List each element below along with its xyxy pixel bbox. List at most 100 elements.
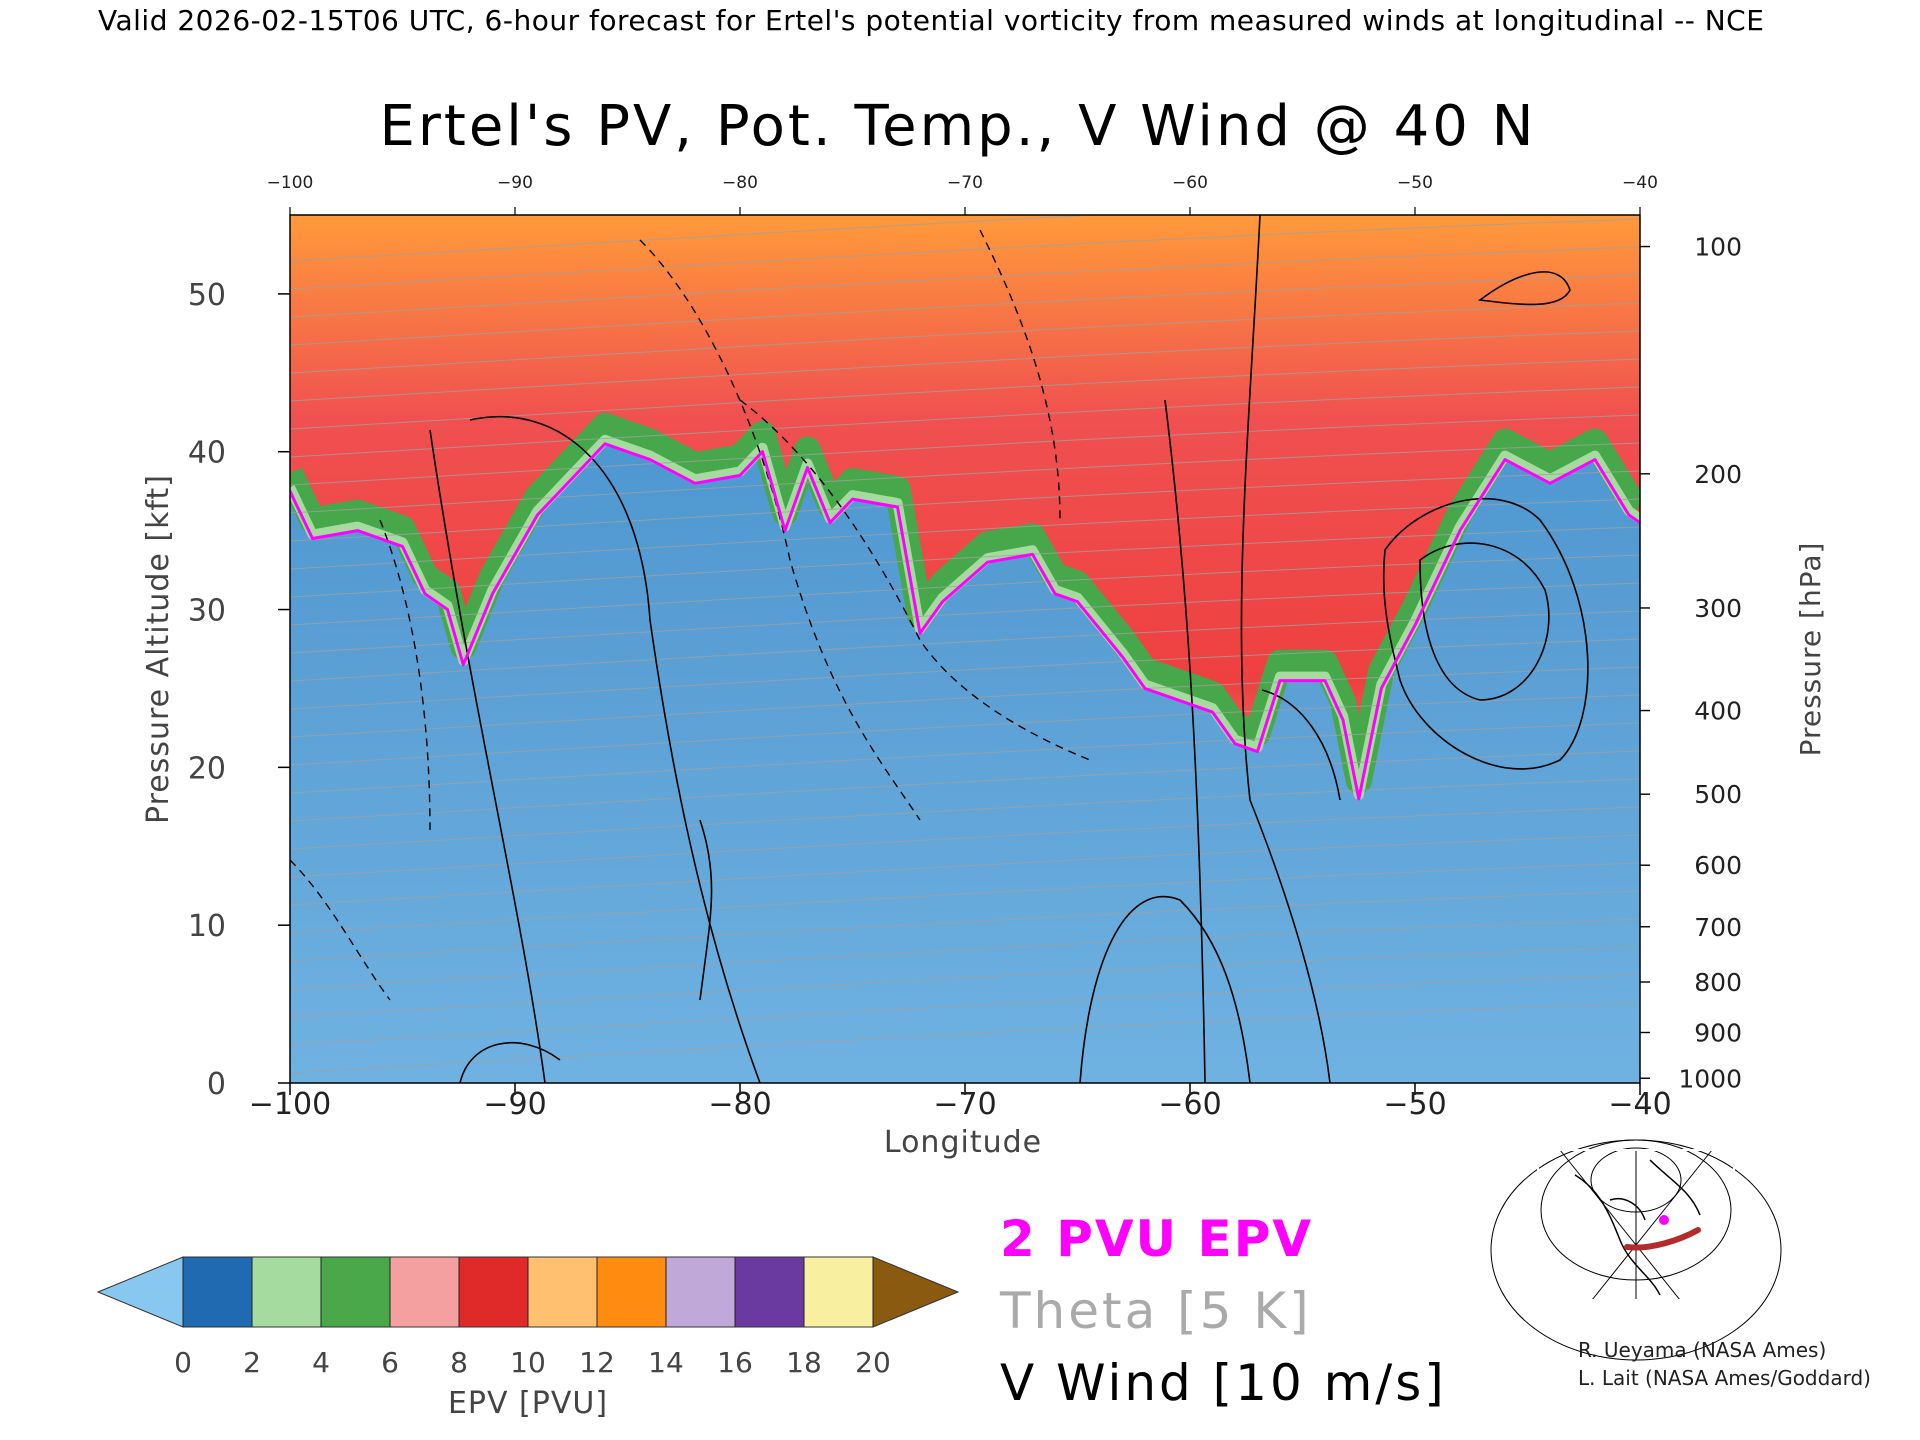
wind-contour-dashed	[290, 859, 391, 1001]
colorbar-tick-label: 16	[717, 1346, 753, 1379]
x-tick-label: −100	[249, 1087, 331, 1122]
theta-contours	[290, 215, 1640, 1074]
y2-tick-label: 600	[1694, 851, 1742, 880]
colorbar-over-arrow	[872, 1256, 960, 1328]
y2-tick-label: 500	[1694, 780, 1742, 809]
wind-contour-dashed	[739, 399, 1091, 761]
theta-contour	[290, 694, 1640, 766]
theta-contour	[290, 386, 1640, 458]
x-tick-label: −70	[933, 1087, 996, 1122]
theta-contour	[290, 498, 1640, 570]
x-top-tick-label: −70	[947, 173, 983, 193]
y-axis-ticks: 0 10 20 30 40 50	[188, 278, 290, 1102]
x-top-tick-label: −100	[267, 173, 314, 193]
wind-contour	[429, 429, 546, 1083]
wind-contour-dashed	[379, 519, 431, 831]
y-tick-label: 0	[207, 1067, 226, 1102]
theta-contour	[290, 218, 1640, 290]
colorbar-tick-label: 18	[786, 1346, 822, 1379]
colorbar-tick-label: 20	[855, 1346, 891, 1379]
x-top-tick-label: −40	[1622, 173, 1658, 193]
colorbar: 0 2 4 6 8 10 12 14 16 18 20 EPV [PVU]	[96, 1256, 960, 1421]
legend-theta: Theta [5 K]	[1000, 1282, 1312, 1340]
wind-contour	[1164, 399, 1206, 1083]
theta-contour	[290, 862, 1640, 934]
wind-contour	[469, 415, 761, 1083]
theta-contour	[290, 778, 1640, 850]
y2-axis-label: Pressure [hPa]	[1794, 542, 1827, 757]
theta-contour	[290, 554, 1640, 626]
x-tick-label: −90	[483, 1087, 546, 1122]
wind-contour	[1419, 542, 1550, 701]
colorbar-dividers	[182, 1257, 874, 1327]
theta-contour	[290, 215, 1106, 262]
inset-map-section-arc	[1624, 1227, 1701, 1251]
inset-map-meridian	[1559, 1149, 1681, 1301]
epv-2pvu-contour	[290, 442, 1640, 801]
y2-tick-label: 400	[1694, 697, 1742, 726]
y-tick-label: 20	[188, 751, 226, 786]
colorbar-tick-label: 14	[648, 1346, 684, 1379]
legend-epv: 2 PVU EPV	[1000, 1210, 1314, 1268]
plot-area	[290, 215, 1640, 1083]
colorbar-tick-label: 10	[510, 1346, 546, 1379]
x-tick-label: −80	[708, 1087, 771, 1122]
colorbar-tick-label: 4	[312, 1346, 330, 1379]
x-top-tick-label: −50	[1397, 173, 1433, 193]
legend-wind: V Wind [10 m/s]	[1000, 1354, 1447, 1412]
colorbar-tick-label: 2	[243, 1346, 261, 1379]
inset-map-coastline	[1574, 1159, 1701, 1296]
x-tick-label: −50	[1383, 1087, 1446, 1122]
x-axis-label: Longitude	[884, 1125, 1042, 1160]
x-top-tick-label: −60	[1172, 173, 1208, 193]
theta-contour	[290, 946, 1640, 1018]
y-tick-label: 10	[188, 909, 226, 944]
wind-contour	[699, 819, 713, 1001]
y2-axis-ticks: 100 200 300 400 500 600 700 800 900 1000	[1640, 233, 1742, 1093]
y2-tick-label: 200	[1694, 460, 1742, 489]
theta-contour	[290, 582, 1640, 654]
y-axis-label: Pressure Altitude [kft]	[141, 474, 176, 824]
theta-contour	[290, 274, 1640, 346]
x-axis-ticks: −100 −100 −90 −90 −80 −80 −70 −70 −60 −60 −50 −50 −4…	[249, 173, 1672, 1122]
wind-contour	[1477, 271, 1571, 306]
colorbar-tick-label: 0	[174, 1346, 192, 1379]
theta-contour	[290, 526, 1640, 598]
y-tick-label: 40	[188, 436, 226, 471]
y2-tick-label: 1000	[1678, 1064, 1742, 1093]
theta-contour	[290, 666, 1640, 738]
colorbar-tick-labels: 0 2 4 6 8 10 12 14 16 18 20	[174, 1346, 891, 1379]
theta-contour	[290, 330, 1640, 402]
theta-contour	[290, 246, 1640, 318]
theta-contour	[290, 722, 1640, 794]
wind-contour-dashed	[979, 229, 1061, 521]
credit-line: R. Ueyama (NASA Ames)	[1578, 1338, 1827, 1362]
theta-contour	[290, 414, 1640, 486]
colorbar-label: EPV [PVU]	[448, 1386, 608, 1421]
theta-contour	[290, 442, 1640, 514]
colorbar-tick-label: 12	[579, 1346, 615, 1379]
wind-contour	[459, 1041, 561, 1083]
y2-tick-label: 100	[1694, 233, 1742, 262]
x-tick-label: −40	[1608, 1087, 1671, 1122]
theta-contour	[290, 750, 1640, 822]
y2-tick-label: 700	[1694, 913, 1742, 942]
theta-contour	[290, 890, 1640, 962]
theta-contour	[290, 974, 1640, 1046]
inset-map-meridian	[1591, 1149, 1713, 1301]
inset-map-marker	[1659, 1215, 1669, 1225]
wind-contour-dashed	[639, 239, 921, 821]
location-inset-map	[1490, 1139, 1782, 1361]
theta-contour	[290, 806, 1640, 878]
theta-contour	[290, 302, 1640, 374]
wind-contour	[1240, 215, 1331, 1083]
theta-contour	[290, 358, 1640, 430]
colorbar-tick-label: 8	[450, 1346, 468, 1379]
forecast-header: Valid 2026-02-15T06 UTC, 6-hour forecast…	[98, 4, 1765, 37]
theta-contour	[290, 918, 1640, 990]
y2-tick-label: 800	[1694, 968, 1742, 997]
y2-tick-label: 900	[1694, 1018, 1742, 1047]
x-tick-label: −60	[1158, 1087, 1221, 1122]
colorbar-under-arrow	[96, 1256, 184, 1328]
